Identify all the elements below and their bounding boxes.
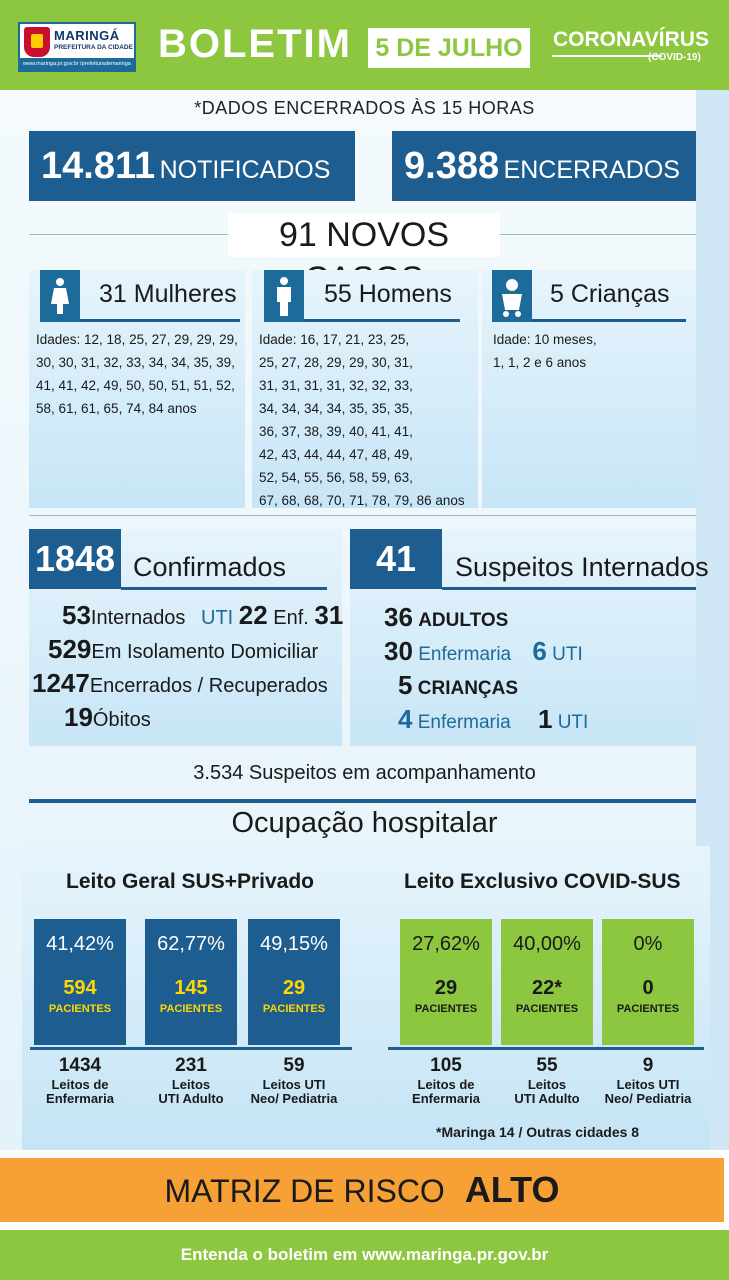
risk-matrix-banner: MATRIZ DE RISCO ALTO	[0, 1158, 724, 1222]
man-icon	[264, 270, 304, 322]
section-divider	[29, 799, 696, 803]
general-beds-title: Leito Geral SUS+Privado	[66, 870, 315, 893]
bed-card-general-neo: 49,15% 29 PACIENTES	[248, 919, 340, 1045]
suspects-adults: 36 ADULTOS	[384, 602, 509, 632]
bulletin-date: 5 DE JULHO	[368, 28, 530, 68]
bed-total: 105	[430, 1055, 462, 1076]
men-rule	[304, 319, 460, 322]
new-cases-title: 91 NOVOS CASOS	[228, 213, 500, 298]
confirmed-value: 1848	[29, 529, 121, 589]
risk-matrix-value: ALTO	[464, 1169, 560, 1210]
bed-total: 59	[283, 1055, 305, 1076]
covid-title: CORONAVÍRUS	[553, 28, 709, 51]
bed-label: Leitos UTI Neo/ Pediatria	[604, 1077, 692, 1106]
bed-total: 55	[536, 1055, 558, 1076]
bed-card-covid-neo: 0% 0 PACIENTES	[602, 919, 694, 1045]
notificados-box: 14.811 NOTIFICADOS	[29, 131, 355, 201]
suspects-followup: 3.534 Suspeitos em acompanhamento	[193, 762, 536, 784]
covid-subtitle: (COVID-19)	[648, 52, 701, 63]
hospital-occupancy-title: Ocupação hospitalar	[231, 807, 498, 839]
bed-label: Leitos de Enfermaria	[412, 1077, 480, 1106]
bed-card-covid-ward: 27,62% 29 PACIENTES	[400, 919, 492, 1045]
notificados-label: NOTIFICADOS	[159, 156, 331, 184]
bed-total: 1434	[58, 1055, 102, 1076]
men-title: 55 Homens	[324, 280, 452, 308]
stat-obitos: 19Óbitos	[64, 702, 151, 732]
logo-name: MARINGÁ	[54, 28, 120, 43]
maringa-logo[interactable]: MARINGÁ PREFEITURA DA CIDADE www.maringa…	[18, 22, 136, 72]
footer-link[interactable]: Entenda o boletim em www.maringa.pr.gov.…	[0, 1230, 729, 1280]
bed-label: Leitos de Enfermaria	[46, 1077, 114, 1106]
bed-card-covid-icu: 40,00% 22* PACIENTES	[501, 919, 593, 1045]
encerrados-label: ENCERRADOS	[503, 156, 680, 184]
woman-icon	[40, 270, 80, 322]
suspects-children: 5 CRIANÇAS	[398, 670, 519, 700]
covid-icu-footnote: *Maringa 14 / Outras cidades 8	[436, 1124, 640, 1140]
women-title: 31 Mulheres	[99, 280, 237, 308]
bed-total: 231	[175, 1055, 207, 1076]
bed-label: Leitos UTI Neo/ Pediatria	[250, 1077, 338, 1106]
encerrados-value: 9.388	[404, 145, 500, 187]
notificados-value: 14.811	[41, 145, 156, 187]
women-rule	[80, 319, 240, 322]
baby-icon	[492, 270, 532, 322]
occupancy-panel	[22, 846, 710, 1150]
suspects-label: Suspeitos Internados	[455, 552, 709, 582]
data-cutoff-note: *DADOS ENCERRADOS ÀS 15 HORAS	[194, 98, 535, 118]
covid-beds-rule	[388, 1047, 704, 1050]
divider	[29, 515, 696, 516]
stat-internados: 53Internados UTI 22 Enf. 31	[62, 600, 344, 630]
bed-total: 9	[642, 1055, 654, 1076]
children-title: 5 Crianças	[550, 280, 670, 308]
risk-matrix-label: MATRIZ DE RISCO	[164, 1173, 445, 1209]
bed-label: Leitos UTI Adulto	[158, 1077, 224, 1106]
confirmed-rule	[121, 587, 327, 590]
children-rule	[532, 319, 686, 322]
bed-card-general-ward: 41,42% 594 PACIENTES	[34, 919, 126, 1045]
page-title: BOLETIM	[158, 22, 352, 66]
coat-of-arms-icon	[24, 27, 50, 57]
confirmed-label: Confirmados	[133, 552, 287, 582]
covid-divider	[552, 55, 662, 57]
bed-card-general-icu: 62,77% 145 PACIENTES	[145, 919, 237, 1045]
men-ages: Idade: 16, 17, 21, 23, 25, 25, 27, 28, 29…	[259, 332, 465, 508]
women-ages: Idades: 12, 18, 25, 27, 29, 29, 29, 30, 3…	[36, 332, 238, 416]
stat-recuperados: 1247Encerrados / Recuperados	[32, 668, 328, 698]
encerrados-box: 9.388 ENCERRADOS	[392, 131, 696, 201]
logo-social: www.maringa.pr.gov.br /prefeiturademarin…	[20, 58, 134, 70]
covid-beds-title: Leito Exclusivo COVID-SUS	[404, 870, 681, 893]
logo-subtitle: PREFEITURA DA CIDADE	[54, 44, 133, 51]
suspects-value: 41	[350, 529, 442, 589]
bed-label: Leitos UTI Adulto	[514, 1077, 580, 1106]
general-beds-rule	[30, 1047, 352, 1050]
children-ages: Idade: 10 meses, 1, 1, 2 e 6 anos	[493, 332, 597, 370]
suspects-adults-breakdown: 30 Enfermaria 6 UTI	[384, 636, 583, 666]
suspects-children-breakdown: 4 Enfermaria 1 UTI	[398, 704, 589, 734]
stat-isolamento: 529Em Isolamento Domiciliar	[48, 634, 319, 664]
suspects-rule	[442, 587, 696, 590]
